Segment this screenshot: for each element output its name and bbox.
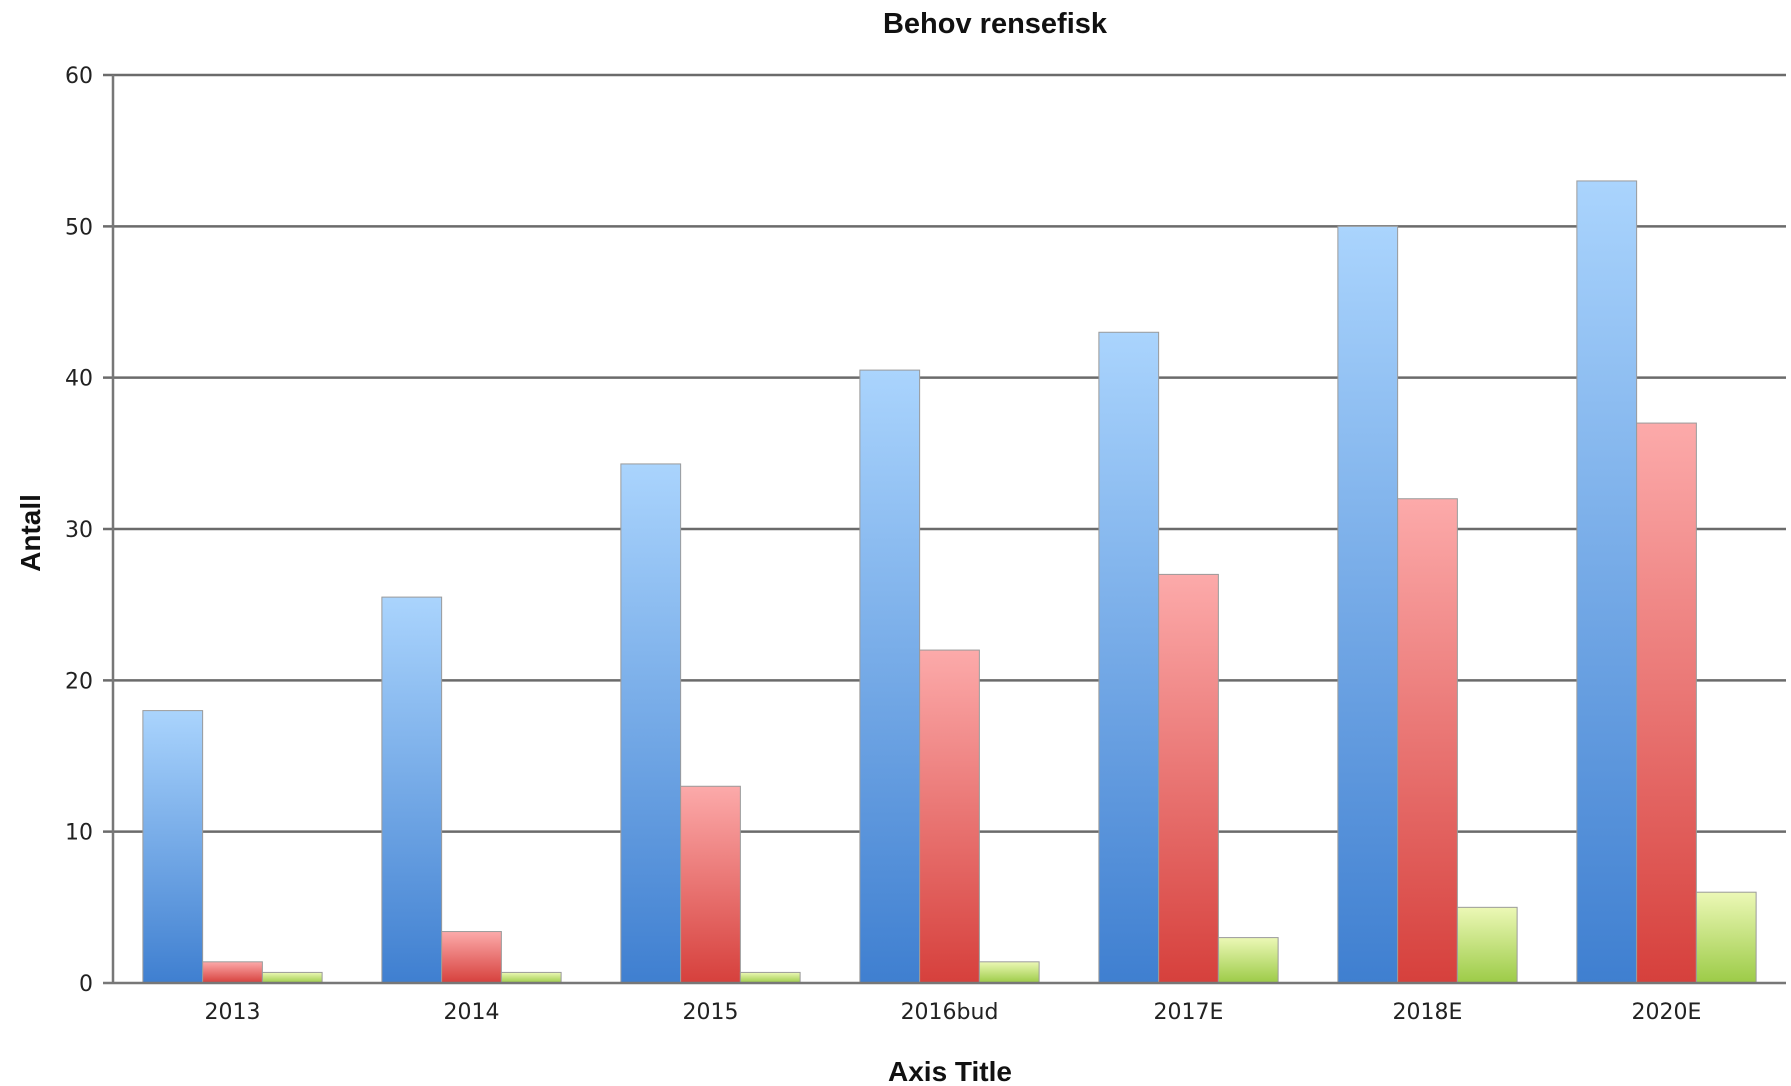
x-tick-label: 2016bud	[901, 1000, 999, 1025]
x-tick-label: 2017E	[1154, 1000, 1224, 1025]
axes: 0 10 20 30 40 50 60 2013 2014 2015 2016bud 2017E 201…	[65, 64, 1786, 1025]
x-axis-title: Axis Title	[888, 1056, 1012, 1086]
bar-series-3-2017E	[1217, 937, 1279, 984]
bar-series-3-2013	[261, 971, 323, 984]
y-axis-title: Antall	[15, 494, 46, 572]
y-tick-label: 10	[65, 821, 93, 846]
y-tick-label: 40	[65, 367, 93, 392]
bar-series-1-2015	[620, 463, 682, 984]
bar-series-2-2014	[441, 931, 502, 984]
bars	[142, 180, 1757, 984]
bar-series-2-2018E	[1397, 498, 1458, 984]
bar-series-1-2020E	[1576, 180, 1638, 984]
bar-series-2-2013	[202, 961, 263, 984]
y-tick-label: 60	[65, 64, 93, 89]
bar-series-1-2018E	[1337, 225, 1399, 984]
y-tick-label: 50	[65, 215, 93, 240]
x-tick-label: 2018E	[1393, 1000, 1463, 1025]
y-tick-label: 20	[65, 669, 93, 694]
x-tick-label: 2013	[205, 1000, 261, 1025]
bar-series-3-2016bud	[978, 961, 1040, 984]
x-tick-label: 2015	[683, 1000, 739, 1025]
bar-series-3-2015	[739, 971, 801, 984]
bar-series-1-2017E	[1098, 331, 1160, 984]
x-tick-label: 2014	[444, 1000, 500, 1025]
x-tick-label: 2020E	[1632, 1000, 1702, 1025]
bar-series-3-2014	[500, 971, 562, 984]
y-tick-label: 0	[79, 972, 93, 997]
chart-title: Behov rensefisk	[883, 8, 1108, 40]
bar-series-1-2016bud	[859, 369, 921, 984]
bar-series-2-2016bud	[919, 649, 980, 984]
y-tick-label: 30	[65, 518, 93, 543]
bar-series-2-2017E	[1158, 573, 1219, 984]
bar-series-1-2014	[381, 596, 443, 984]
bar-series-1-2013	[142, 710, 204, 984]
bar-series-2-2015	[680, 785, 741, 984]
bar-series-2-2020E	[1636, 422, 1697, 984]
bar-series-3-2018E	[1456, 906, 1518, 984]
bar-series-3-2020E	[1695, 891, 1757, 984]
